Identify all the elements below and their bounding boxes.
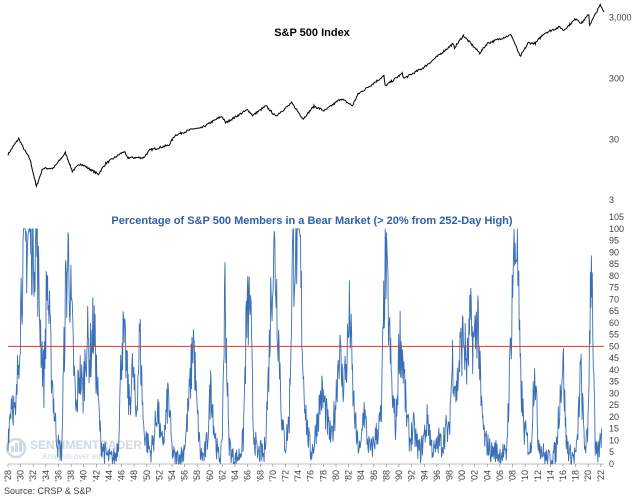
x-axis-tick-label: '84 xyxy=(356,470,366,482)
x-axis-tick-label: '00 xyxy=(457,470,467,482)
bear-market-y-tick-label: 80 xyxy=(609,271,619,281)
x-axis-tick-label: '14 xyxy=(545,470,555,482)
bear-market-y-tick-label: 90 xyxy=(609,247,619,257)
x-axis-tick-label: '90 xyxy=(394,470,404,482)
x-axis-tick-label: '36 xyxy=(54,470,64,482)
x-axis-tick-label: '10 xyxy=(520,470,530,482)
x-axis-tick-label: '62 xyxy=(217,470,227,482)
bear-market-y-tick-label: 0 xyxy=(609,459,614,469)
x-axis-tick-label: '30 xyxy=(16,470,26,482)
bear-market-y-tick-label: 105 xyxy=(609,212,624,222)
x-axis-tick-label: '52 xyxy=(154,470,164,482)
x-axis-tick-label: '16 xyxy=(558,470,568,482)
bear-market-panel: Percentage of S&P 500 Members in a Bear … xyxy=(3,212,624,482)
x-axis: '28'30'32'34'36'38'40'42'44'46'48'50'52 '… xyxy=(3,464,606,482)
sp500-panel-title: S&P 500 Index xyxy=(274,27,350,39)
x-axis-tick-label: '94 xyxy=(419,470,429,482)
bear-market-y-tick-label: 100 xyxy=(609,224,624,234)
x-axis-tick-label: '04 xyxy=(482,470,492,482)
x-axis-tick-label: '38 xyxy=(66,470,76,482)
x-axis-tick-label: '56 xyxy=(180,470,190,482)
sp500-y-axis: 3 30 300 3,000 xyxy=(609,13,632,206)
bear-market-y-tick-label: 5 xyxy=(609,447,614,457)
bear-market-y-tick-label: 15 xyxy=(609,424,619,434)
sp500-index-panel: S&P 500 Index 3 30 300 3,000 xyxy=(7,3,632,206)
x-axis-tick-label: '46 xyxy=(117,470,127,482)
bear-market-y-tick-label: 70 xyxy=(609,294,619,304)
x-axis-tick-label: '44 xyxy=(104,470,114,482)
x-axis-tick-label: '58 xyxy=(192,470,202,482)
x-axis-tick-label: '42 xyxy=(91,470,101,482)
bear-market-y-tick-label: 55 xyxy=(609,330,619,340)
x-axis-tick-label: '70 xyxy=(268,470,278,482)
x-axis-tick-label: '50 xyxy=(142,470,152,482)
x-axis-tick-label: '86 xyxy=(369,470,379,482)
x-axis-tick-label: '66 xyxy=(243,470,253,482)
bear-market-y-tick-label: 20 xyxy=(609,412,619,422)
x-axis-tick-label: '18 xyxy=(571,470,581,482)
x-axis-tick-label: '80 xyxy=(331,470,341,482)
bear-market-percentage-line xyxy=(7,228,603,465)
bear-market-y-axis: 0510152025303540455055606570758085909510… xyxy=(609,212,624,469)
x-axis-tick-label: '22 xyxy=(596,470,606,482)
x-axis-tick-label: '34 xyxy=(41,470,51,482)
bear-market-y-tick-label: 95 xyxy=(609,236,619,246)
x-axis-tick-label: '98 xyxy=(445,470,455,482)
bear-market-y-tick-label: 30 xyxy=(609,388,619,398)
bear-market-y-tick-label: 45 xyxy=(609,353,619,363)
bear-market-y-tick-label: 10 xyxy=(609,436,619,446)
watermark-tagline: Analysis over emotion xyxy=(42,452,120,461)
x-axis-tick-label: '68 xyxy=(255,470,265,482)
x-axis-tick-label: '32 xyxy=(28,470,38,482)
sp500-y-tick-label: 3,000 xyxy=(609,13,632,23)
x-axis-tick-label: '54 xyxy=(167,470,177,482)
x-axis-tick-label: '76 xyxy=(306,470,316,482)
x-axis-tick-label: '02 xyxy=(470,470,480,482)
sentimentrader-watermark: SENTIMENTRADER Analysis over emotion xyxy=(5,437,142,461)
x-axis-tick-label: '40 xyxy=(79,470,89,482)
x-axis-tick-label: '12 xyxy=(533,470,543,482)
bear-market-y-tick-label: 60 xyxy=(609,318,619,328)
watermark-logo-icon xyxy=(5,437,27,459)
x-axis-tick-label: '20 xyxy=(583,470,593,482)
bear-market-y-tick-label: 40 xyxy=(609,365,619,375)
x-axis-tick-label: '92 xyxy=(407,470,417,482)
x-axis-tick-label: '82 xyxy=(344,470,354,482)
x-axis-tick-label: '88 xyxy=(381,470,391,482)
bear-market-panel-title: Percentage of S&P 500 Members in a Bear … xyxy=(111,215,512,227)
sp500-y-tick-label: 30 xyxy=(609,134,619,144)
sp500-index-line xyxy=(7,3,605,189)
source-note: Source: CRSP & S&P xyxy=(4,486,91,496)
x-axis-tick-label: '78 xyxy=(318,470,328,482)
x-axis-tick-label: '06 xyxy=(495,470,505,482)
sp500-y-tick-label: 3 xyxy=(609,195,614,205)
x-axis-tick-label: '60 xyxy=(205,470,215,482)
x-axis-tick-label: '48 xyxy=(129,470,139,482)
x-axis-tick-label: '96 xyxy=(432,470,442,482)
x-axis-tick-label: '72 xyxy=(281,470,291,482)
bear-market-y-tick-label: 65 xyxy=(609,306,619,316)
bear-market-y-tick-label: 75 xyxy=(609,283,619,293)
sp500-y-tick-label: 300 xyxy=(609,73,624,83)
bear-market-y-tick-label: 50 xyxy=(609,341,619,351)
watermark-brand: SENTIMENTRADER xyxy=(30,438,142,452)
x-axis-tick-label: '28 xyxy=(3,470,13,482)
x-axis-tick-label: '08 xyxy=(508,470,518,482)
x-axis-tick-label: '74 xyxy=(293,470,303,482)
bear-market-y-tick-label: 25 xyxy=(609,400,619,410)
bear-market-y-tick-label: 85 xyxy=(609,259,619,269)
x-axis-tick-label: '64 xyxy=(230,470,240,482)
bear-market-y-tick-label: 35 xyxy=(609,377,619,387)
